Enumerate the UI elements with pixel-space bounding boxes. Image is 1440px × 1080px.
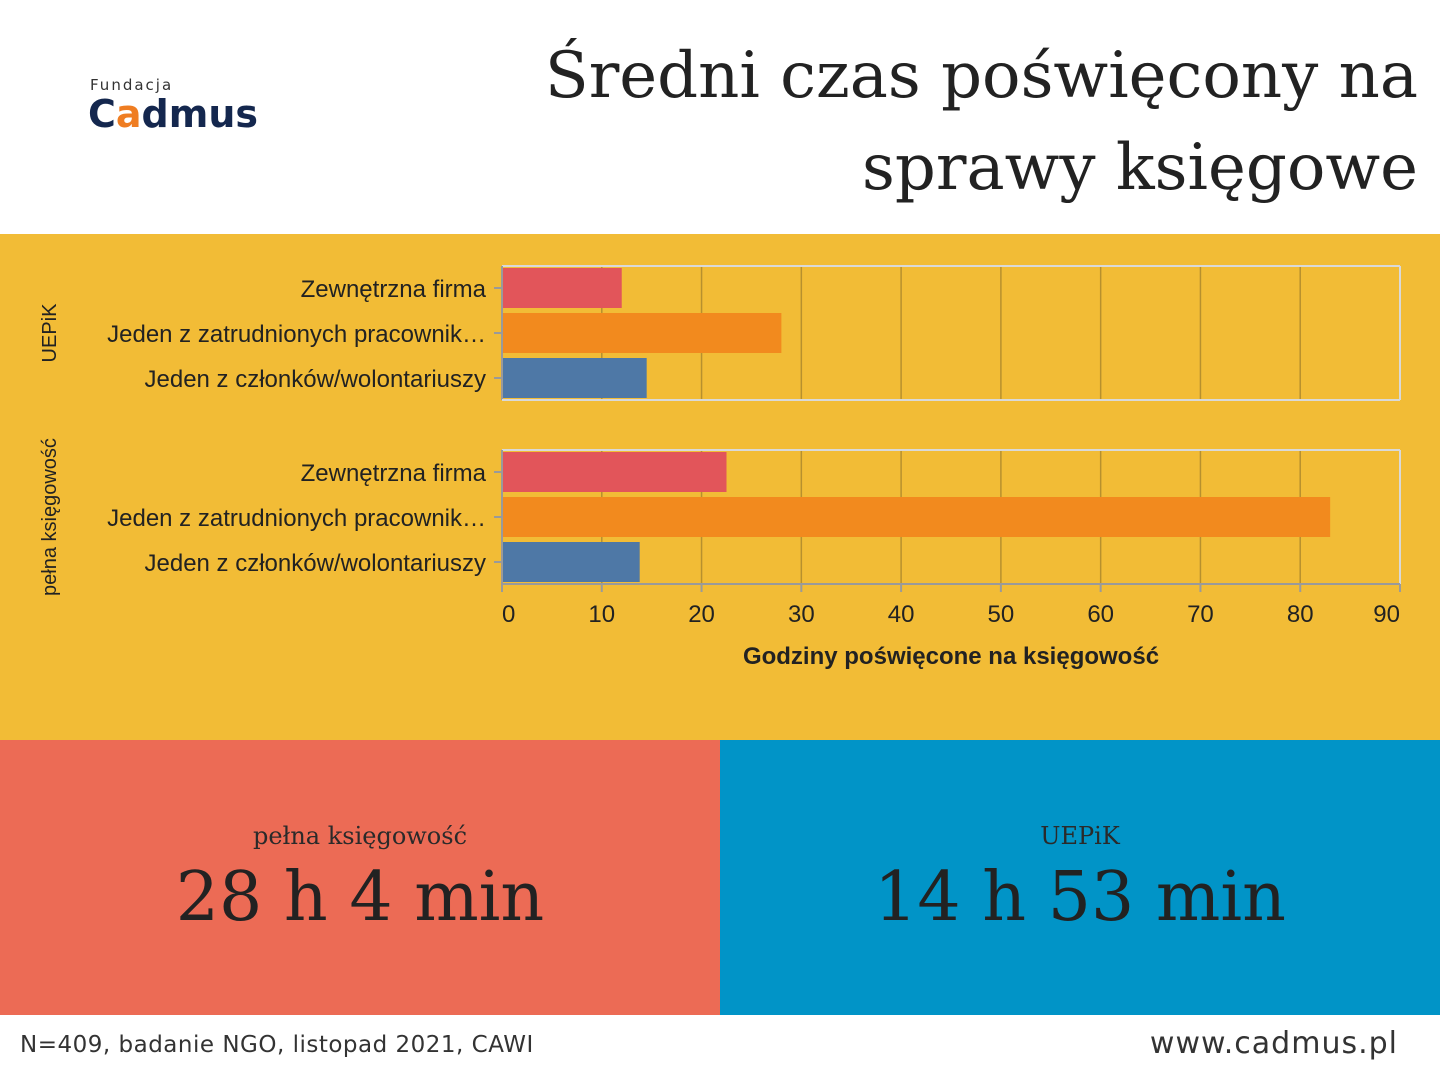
category-label: Jeden z członków/wolontariuszy (145, 550, 487, 577)
logo-wordmark: Cadmus (88, 92, 259, 136)
facet-label: pełna księgowość (39, 438, 61, 596)
title-line-2: sprawy księgowe (862, 131, 1418, 205)
category-label: Zewnętrzna firma (301, 276, 487, 303)
bar (503, 313, 782, 353)
category-label: Jeden z członków/wolontariuszy (145, 366, 487, 393)
x-tick-label: 50 (988, 601, 1015, 628)
x-tick-label: 60 (1087, 601, 1114, 628)
bar (503, 268, 622, 308)
category-label: Jeden z zatrudnionych pracownik… (107, 321, 486, 348)
bar (503, 542, 640, 582)
x-tick-label: 80 (1287, 601, 1314, 628)
bar-chart: Zewnętrzna firma Jeden z zatrudnionych pr… (39, 265, 1401, 670)
stat-full-accounting-value: 28 h 4 min (175, 858, 545, 937)
x-axis-title: Godziny poświęcone na księgowość (743, 643, 1159, 670)
facet-0: Zewnętrzna firma Jeden z zatrudnionych pr… (39, 265, 1401, 401)
bar (503, 452, 727, 492)
stat-uepik-value: 14 h 53 min (874, 858, 1286, 937)
footer-source-note: N=409, badanie NGO, listopad 2021, CAWI (20, 1032, 534, 1058)
title-line-1: Średni czas poświęcony na (544, 39, 1418, 113)
chart-panel: Zewnętrzna firma Jeden z zatrudnionych pr… (0, 234, 1440, 740)
category-label: Zewnętrzna firma (301, 460, 487, 487)
footer-website-link[interactable]: www.cadmus.pl (1149, 1026, 1398, 1061)
stat-uepik: UEPiK 14 h 53 min (720, 740, 1440, 1015)
cadmus-logo: Fundacja Cadmus (88, 76, 258, 134)
x-tick-label: 70 (1187, 601, 1214, 628)
logo-foundation-text: Fundacja (90, 76, 174, 94)
x-tick-label: 10 (588, 601, 615, 628)
bar (503, 497, 1331, 537)
category-label: Jeden z zatrudnionych pracownik… (107, 505, 486, 532)
stat-full-accounting: pełna księgowość 28 h 4 min (0, 740, 720, 1015)
bar (503, 358, 647, 398)
x-tick-label: 90 (1373, 601, 1400, 628)
x-axis: 0 10 20 30 40 50 60 70 80 90 Godziny poświęcone na… (501, 584, 1401, 670)
x-tick-label: 40 (888, 601, 915, 628)
facet-label: UEPiK (39, 303, 61, 363)
page-title: Średni czas poświęcony na sprawy księgow… (418, 30, 1418, 214)
x-tick-label: 30 (788, 601, 815, 628)
facet-1: Zewnętrzna firma Jeden z zatrudnionych pr… (39, 438, 1401, 596)
stat-full-accounting-label: pełna księgowość (252, 822, 468, 850)
x-tick-label: 20 (688, 601, 715, 628)
stat-uepik-label: UEPiK (1040, 822, 1120, 850)
x-tick-label: 0 (502, 601, 515, 628)
